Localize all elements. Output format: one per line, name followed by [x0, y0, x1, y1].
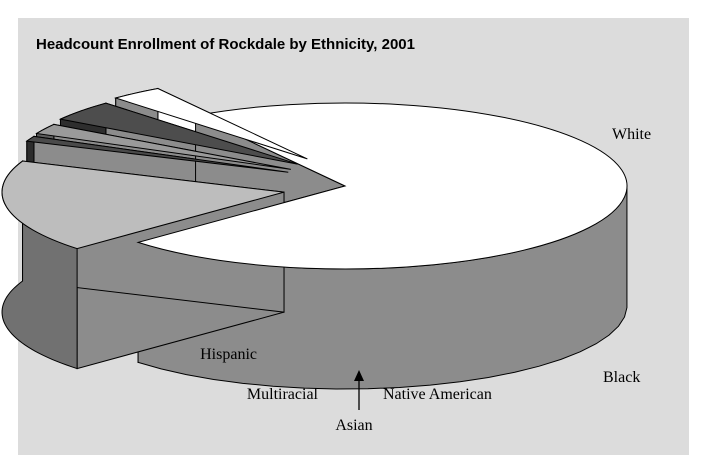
label-hispanic: Hispanic [200, 346, 257, 363]
slice-asian [35, 123, 291, 170]
slice-labels: White Black Native American Asian Multiracia… [200, 126, 651, 434]
pie-tops [1, 88, 628, 270]
label-native-american: Native American [383, 386, 492, 403]
chart-title: Headcount Enrollment of Rockdale by Ethn… [36, 36, 415, 53]
label-white: White [612, 126, 651, 143]
slice-multiracial [58, 102, 298, 165]
slice-hispanic [113, 88, 308, 160]
asian-pointer-arrowhead [354, 370, 364, 381]
slice-black [1, 160, 285, 250]
slice-native-american [25, 135, 289, 173]
label-asian: Asian [335, 417, 372, 434]
label-multiracial: Multiracial [247, 386, 319, 403]
label-black: Black [603, 369, 640, 386]
slice-white [136, 102, 628, 270]
